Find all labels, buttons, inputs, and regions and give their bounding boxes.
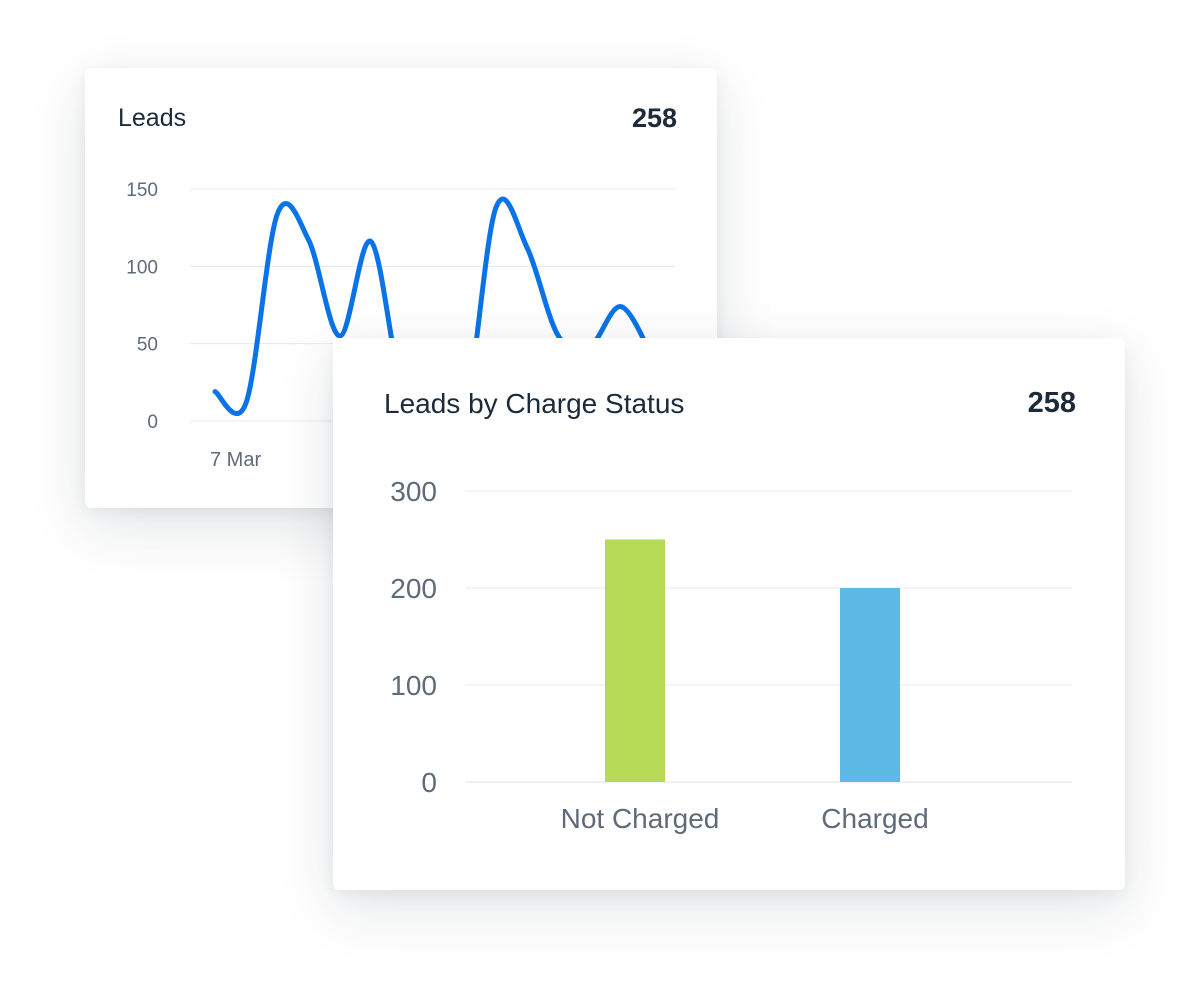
- leads-title: Leads: [118, 104, 187, 132]
- charge-status-total: 258: [1027, 387, 1076, 419]
- leads-y-tick-label: 50: [137, 335, 158, 356]
- status-bar: [605, 539, 665, 782]
- status-y-tick-label: 300: [390, 476, 437, 507]
- status-category-label: Charged: [821, 803, 928, 834]
- charge-status-bar-chart: 0 100 200 300 Not Charged Charged: [390, 476, 1072, 834]
- charge-status-title: Leads by Charge Status: [384, 388, 685, 419]
- leads-y-tick-label: 100: [126, 257, 158, 278]
- leads-x-tick-label: 7 Mar: [210, 449, 261, 471]
- status-y-tick-label: 200: [390, 573, 437, 604]
- status-bar: [840, 588, 900, 782]
- leads-y-tick-label: 150: [126, 180, 158, 201]
- leads-total: 258: [631, 103, 677, 133]
- status-category-label: Not Charged: [561, 803, 720, 834]
- charge-status-card: Leads by Charge Status 258 0 100 200 300 Not…: [333, 338, 1125, 890]
- status-y-tick-label: 100: [390, 670, 437, 701]
- status-y-tick-label: 0: [421, 767, 437, 798]
- leads-y-tick-label: 0: [147, 412, 158, 433]
